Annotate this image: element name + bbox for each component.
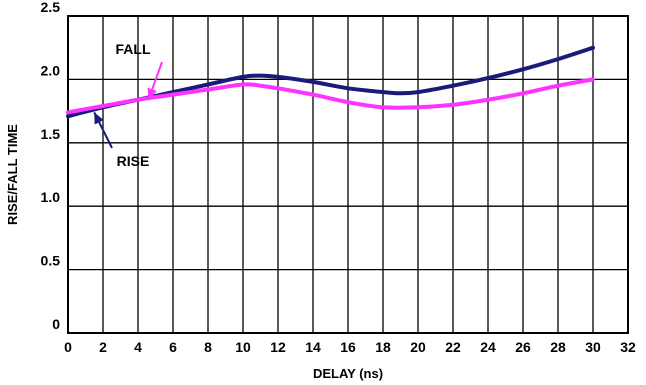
y-tick-label: 0 [52,316,60,332]
y-tick-label: 0.5 [41,253,61,269]
y-axis-title: RISE/FALL TIME [5,124,20,225]
x-tick-label: 12 [270,339,286,355]
y-axis-ticks: 0 0.5 1.0 1.5 2.0 2.5 [41,0,61,332]
y-tick-label: 1.0 [41,189,61,205]
annotation-arrow-head [94,112,104,125]
x-tick-label: 16 [340,339,356,355]
x-tick-label: 8 [204,339,212,355]
annotation-label-rise: RISE [117,153,150,169]
x-tick-label: 4 [134,339,142,355]
x-tick-label: 28 [550,339,566,355]
x-tick-label: 10 [235,339,251,355]
y-tick-label: 1.5 [41,126,61,142]
series [66,45,595,119]
series-line-rise [66,77,595,115]
series-line-fall [66,45,595,119]
y-tick-label: 2.5 [41,0,61,15]
x-tick-label: 22 [445,339,461,355]
annotation-label-fall: FALL [116,41,151,57]
y-tick-label: 2.0 [41,62,61,78]
x-tick-label: 26 [515,339,531,355]
x-tick-label: 30 [585,339,601,355]
x-tick-label: 18 [375,339,391,355]
x-axis-ticks: 0 2 4 6 8 10 12 14 16 18 20 22 24 26 28 30 32 [64,339,636,355]
x-tick-label: 6 [169,339,177,355]
annotations: FALL RISE [93,41,163,169]
x-tick-label: 2 [99,339,107,355]
plot-area [67,15,629,334]
x-tick-label: 20 [410,339,426,355]
annotation-arrow-head [147,87,157,100]
x-tick-label: 24 [480,339,496,355]
x-axis-title: DELAY (ns) [313,366,383,381]
x-tick-label: 32 [620,339,636,355]
x-tick-label: 14 [305,339,321,355]
x-tick-label: 0 [64,339,72,355]
